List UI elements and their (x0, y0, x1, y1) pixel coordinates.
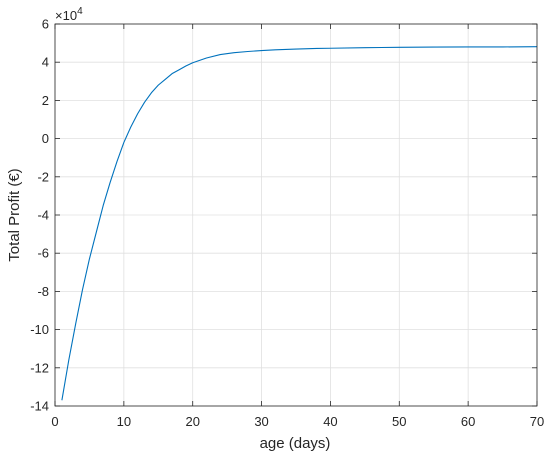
y-tick-label: -6 (37, 246, 49, 261)
y-tick-label: 4 (42, 55, 49, 70)
series-line-0 (61, 46, 538, 401)
x-tick-labels: 0 10 20 30 40 50 60 70 (51, 414, 544, 429)
y-tick-label: -4 (37, 208, 49, 223)
y-tick-label: -2 (37, 169, 49, 184)
y-exponent-power: 4 (77, 6, 83, 17)
y-axis-exponent: ×104 (55, 6, 83, 23)
x-tick-label: 50 (392, 414, 406, 429)
series-group (61, 46, 538, 401)
x-axis-label: age (days) (260, 435, 331, 452)
x-tick-label: 20 (185, 414, 199, 429)
y-tick-label: -12 (30, 360, 49, 375)
y-exponent-base: ×10 (55, 8, 77, 23)
x-tick-label: 30 (254, 414, 268, 429)
y-tick-label: 6 (42, 17, 49, 32)
y-tick-label: -8 (37, 284, 49, 299)
x-tick-label: 10 (117, 414, 131, 429)
x-tick-label: 60 (461, 414, 475, 429)
tick-marks (54, 23, 538, 407)
y-tick-label: -14 (30, 399, 49, 414)
y-axis-label: Total Profit (€) (6, 168, 23, 261)
y-tick-labels: -14 -12 -10 -8 -6 -4 -2 0 2 4 6 (30, 17, 49, 414)
y-tick-label: 2 (42, 93, 49, 108)
y-tick-label: -10 (30, 322, 49, 337)
x-tick-label: 70 (530, 414, 544, 429)
x-tick-label: 40 (323, 414, 337, 429)
x-tick-label: 0 (51, 414, 58, 429)
y-tick-label: 0 (42, 131, 49, 146)
